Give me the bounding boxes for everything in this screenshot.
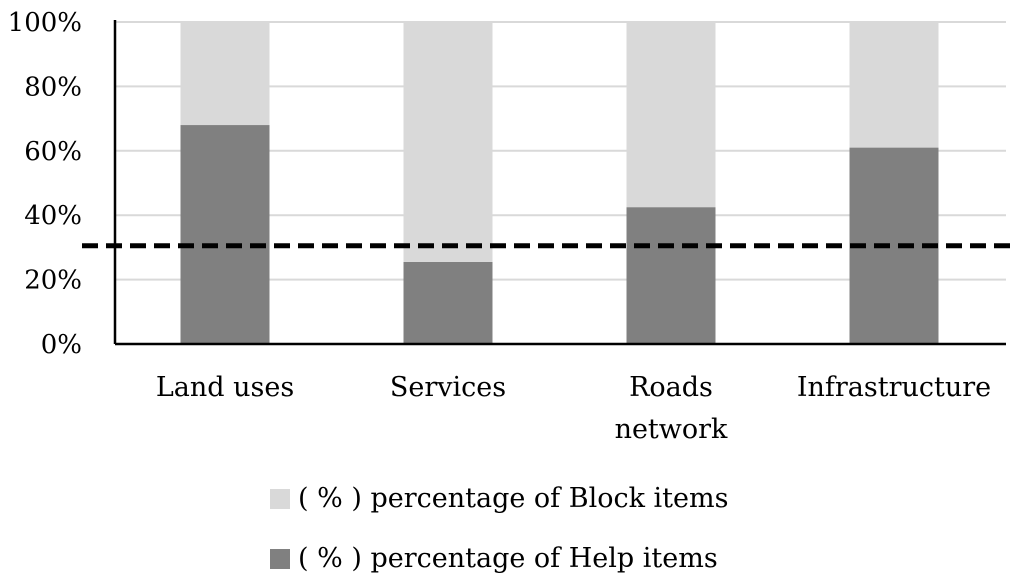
bar-segment [180,125,270,344]
legend-item-help: ( % ) percentage of Help items [270,542,718,576]
legend-item-block: ( % ) percentage of Block items [270,482,728,516]
legend-swatch-help [270,549,290,569]
x-tick-label: network [615,414,728,445]
y-tick-label: 20% [24,266,82,296]
bar-segment [849,22,939,148]
y-tick-label: 40% [24,201,82,231]
y-tick-label: 100% [8,8,82,38]
bar-segment [403,261,493,344]
x-tick-label: Roads [629,372,713,403]
axes [113,20,1006,346]
bar-segment [626,207,716,344]
y-tick-label: 0% [41,330,82,360]
bar-segment [403,22,493,262]
x-tick-label: Infrastructure [797,372,991,403]
legend-label-help: ( % ) percentage of Help items [298,543,718,574]
y-tick-label: 80% [24,72,82,102]
stacked-bar-chart: 0% 20% 40% 60% 80% 100% Land uses Services Roads… [8,8,1018,445]
y-tick-label: 60% [24,137,82,167]
bars [180,22,939,344]
axis-labels: 0% 20% 40% 60% 80% 100% Land uses Services Roads… [8,8,992,445]
bar-segment [180,22,270,126]
x-tick-label: Land uses [156,372,294,403]
bar-segment [626,22,716,208]
x-tick-label: Services [390,372,506,403]
legend-label-block: ( % ) percentage of Block items [298,483,729,514]
legend-swatch-block [270,489,290,509]
